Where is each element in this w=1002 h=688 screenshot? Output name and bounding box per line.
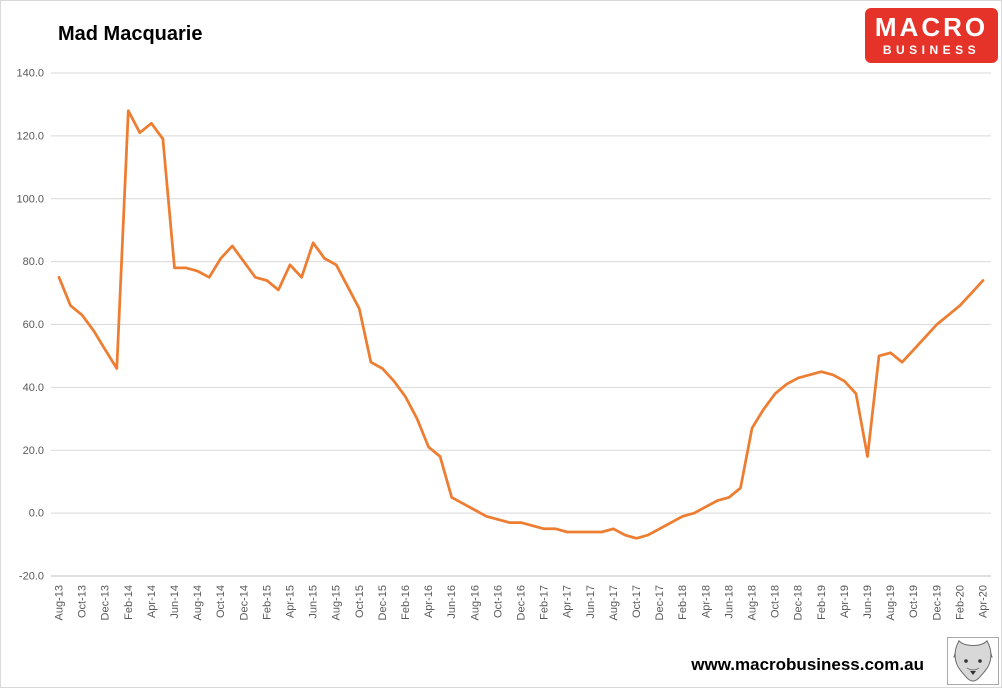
svg-text:Apr-19: Apr-19 (839, 585, 851, 618)
svg-text:Feb-16: Feb-16 (400, 585, 412, 620)
wolf-face (954, 640, 992, 682)
svg-text:Oct-15: Oct-15 (354, 585, 366, 618)
svg-text:Oct-16: Oct-16 (492, 585, 504, 618)
svg-text:Oct-13: Oct-13 (77, 585, 89, 618)
svg-text:120.0: 120.0 (16, 130, 44, 142)
wolf-muzzle-line (966, 667, 980, 671)
svg-text:Feb-17: Feb-17 (539, 585, 551, 620)
svg-text:80.0: 80.0 (23, 256, 44, 268)
svg-text:Apr-15: Apr-15 (285, 585, 297, 618)
svg-text:Jun-17: Jun-17 (585, 585, 597, 619)
svg-text:140.0: 140.0 (16, 68, 44, 80)
svg-text:Dec-13: Dec-13 (100, 585, 112, 620)
svg-text:Feb-14: Feb-14 (123, 585, 135, 620)
svg-text:Jun-16: Jun-16 (446, 585, 458, 619)
logo-business-text: BUSINESS (882, 43, 981, 57)
svg-text:Dec-19: Dec-19 (931, 585, 943, 620)
logo-macro-text: MACRO (874, 12, 989, 42)
svg-text:Oct-19: Oct-19 (908, 585, 920, 618)
svg-text:Dec-15: Dec-15 (377, 585, 389, 620)
svg-text:100.0: 100.0 (16, 193, 44, 205)
svg-text:Jun-15: Jun-15 (308, 585, 320, 619)
svg-text:Apr-14: Apr-14 (146, 585, 158, 618)
website-url: www.macrobusiness.com.au (691, 655, 924, 674)
wolf-eye-right (978, 659, 982, 663)
svg-text:Feb-20: Feb-20 (954, 585, 966, 620)
svg-text:40.0: 40.0 (23, 382, 44, 394)
svg-text:Dec-18: Dec-18 (793, 585, 805, 620)
svg-text:Dec-16: Dec-16 (516, 585, 528, 620)
svg-text:Feb-15: Feb-15 (261, 585, 273, 620)
svg-text:Aug-13: Aug-13 (54, 585, 66, 620)
svg-text:Jun-14: Jun-14 (169, 585, 181, 619)
svg-text:Feb-19: Feb-19 (816, 585, 828, 620)
svg-text:-20.0: -20.0 (19, 571, 44, 583)
wolf-logo (947, 637, 999, 685)
svg-text:Jun-19: Jun-19 (862, 585, 874, 619)
svg-text:Jun-18: Jun-18 (723, 585, 735, 619)
svg-text:Aug-19: Aug-19 (885, 585, 897, 620)
svg-text:Aug-14: Aug-14 (192, 585, 204, 620)
svg-text:Apr-18: Apr-18 (700, 585, 712, 618)
svg-text:Oct-14: Oct-14 (215, 585, 227, 618)
svg-text:0.0: 0.0 (29, 508, 44, 520)
svg-text:Aug-15: Aug-15 (331, 585, 343, 620)
svg-text:Oct-18: Oct-18 (770, 585, 782, 618)
svg-text:Apr-16: Apr-16 (423, 585, 435, 618)
svg-text:Feb-18: Feb-18 (677, 585, 689, 620)
svg-text:Dec-14: Dec-14 (238, 585, 250, 620)
svg-text:20.0: 20.0 (23, 445, 44, 457)
svg-text:Dec-17: Dec-17 (654, 585, 666, 620)
svg-text:Apr-17: Apr-17 (562, 585, 574, 618)
svg-text:Apr-20: Apr-20 (978, 585, 990, 618)
svg-text:Oct-17: Oct-17 (631, 585, 643, 618)
wolf-nose (970, 671, 976, 675)
svg-text:Aug-16: Aug-16 (469, 585, 481, 620)
macrobusiness-logo: MACRO BUSINESS (865, 8, 998, 63)
svg-text:60.0: 60.0 (23, 319, 44, 331)
chart-title: Mad Macquarie (58, 23, 203, 45)
svg-text:Aug-17: Aug-17 (608, 585, 620, 620)
svg-text:Aug-18: Aug-18 (747, 585, 759, 620)
wolf-eye-left (964, 659, 968, 663)
